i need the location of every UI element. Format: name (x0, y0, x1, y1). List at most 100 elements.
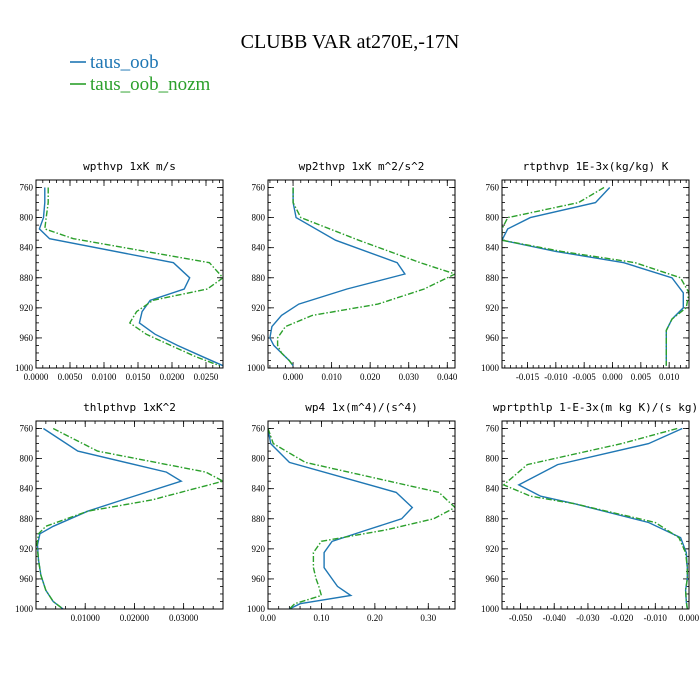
y-tick-label: 1000 (481, 363, 500, 373)
x-tick-label: 0.0250 (194, 372, 219, 382)
panel-title: wpthvp 1xK m/s (83, 160, 176, 173)
x-tick-label: -0.010 (644, 613, 668, 623)
series-line-taus-oob (36, 427, 183, 609)
series-line-taus-oob (502, 187, 684, 366)
series-line-taus-oob (268, 428, 414, 609)
y-tick-label: 840 (486, 484, 500, 494)
x-tick-label: 0.20 (367, 613, 383, 623)
x-tick-label: 0.0200 (160, 372, 185, 382)
x-tick-label: 0.000 (283, 372, 304, 382)
y-tick-label: 880 (20, 273, 34, 283)
y-tick-label: 880 (252, 273, 266, 283)
x-tick-label: 0.10 (314, 613, 330, 623)
legend-label-taus-oob-nozm: taus_oob_nozm (90, 74, 211, 95)
x-tick-label: -0.030 (576, 613, 600, 623)
y-tick-label: 840 (20, 243, 34, 253)
y-tick-label: 880 (486, 273, 500, 283)
y-tick-label: 1000 (481, 604, 500, 614)
y-tick-label: 1000 (15, 604, 34, 614)
x-tick-label: 0.02000 (120, 613, 150, 623)
x-tick-label: -0.005 (573, 372, 597, 382)
x-tick-label: -0.015 (516, 372, 540, 382)
y-tick-label: 960 (252, 333, 266, 343)
panel-title: thlpthvp 1xK^2 (83, 401, 176, 414)
y-tick-label: 760 (20, 183, 34, 193)
x-tick-label: 0.0100 (92, 372, 117, 382)
y-tick-label: 800 (252, 213, 266, 223)
plot-frame (267, 179, 456, 369)
y-tick-label: 920 (20, 544, 34, 554)
x-tick-label: 0.010 (321, 372, 342, 382)
series-line-taus-oob-nozm (276, 187, 455, 367)
x-tick-label: 0.010 (659, 372, 680, 382)
y-tick-label: 800 (486, 454, 500, 464)
y-tick-label: 1000 (15, 363, 34, 373)
x-tick-label: 0.0000 (24, 372, 49, 382)
series-line-taus-oob-nozm (44, 187, 223, 367)
y-tick-label: 760 (252, 183, 266, 193)
y-tick-label: 880 (252, 514, 266, 524)
x-tick-label: 0.020 (360, 372, 381, 382)
panel-6: wprtpthlp 1-E-3x(m kg K)/(s kg) 760 800 840… (481, 401, 700, 623)
y-tick-label: 880 (486, 514, 500, 524)
x-tick-label: -0.050 (509, 613, 533, 623)
y-tick-label: 760 (486, 183, 500, 193)
panel-4: thlpthvp 1xK^2 760 800 840 880 920 960 1000 0.01… (15, 401, 224, 623)
legend-entry-taus-oob: taus_oob (70, 52, 159, 73)
panel-title: wp4 1x(m^4)/(s^4) (305, 401, 418, 414)
y-tick-label: 800 (252, 454, 266, 464)
x-tick-label: 0.30 (420, 613, 436, 623)
legend: taus_oob taus_oob_nozm (70, 52, 211, 95)
figure-title: CLUBB VAR at270E,-17N (241, 31, 460, 53)
y-tick-label: 960 (252, 574, 266, 584)
series-line-taus-oob-nozm (36, 427, 223, 609)
x-tick-label: 0.005 (631, 372, 652, 382)
series-line-taus-oob (269, 187, 407, 367)
y-tick-label: 960 (486, 333, 500, 343)
plot-frame (501, 179, 690, 369)
panel-5: wp4 1x(m^4)/(s^4)76080084088092096010000… (247, 401, 456, 623)
x-tick-label: 0.000 (602, 372, 623, 382)
y-tick-label: 840 (252, 484, 266, 494)
y-tick-label: 920 (20, 303, 34, 313)
series-line-taus-oob-nozm (268, 428, 455, 609)
y-tick-label: 880 (20, 514, 34, 524)
y-tick-label: 960 (20, 333, 34, 343)
plot-frame (35, 179, 224, 369)
panel-title: rtpthvp 1E-3x(kg/kg) K (523, 160, 669, 173)
x-tick-label: 0.040 (437, 372, 458, 382)
legend-entry-taus-oob-nozm: taus_oob_nozm (70, 74, 211, 95)
legend-label-taus-oob: taus_oob (90, 52, 159, 73)
y-tick-label: 760 (252, 424, 266, 434)
series-line-taus-oob-nozm (502, 186, 689, 366)
panels: wpthvp 1xK m/s76080084088092096010000.00… (15, 160, 700, 623)
y-tick-label: 800 (20, 213, 34, 223)
panel-title: wp2thvp 1xK m^2/s^2 (299, 160, 425, 173)
y-tick-label: 840 (252, 243, 266, 253)
panel-2: wp2thvp 1xK m^2/s^2 760 800 840 880 920 960 100… (247, 160, 458, 382)
x-tick-label: 0.00 (260, 613, 276, 623)
series-line-taus-oob (517, 427, 688, 609)
y-tick-label: 960 (486, 574, 500, 584)
x-tick-label: -0.020 (610, 613, 634, 623)
x-tick-label: 0.0050 (58, 372, 83, 382)
y-tick-label: 840 (486, 243, 500, 253)
series-line-taus-oob (38, 187, 223, 367)
panel-1: wpthvp 1xK m/s76080084088092096010000.00… (15, 160, 224, 382)
y-tick-label: 920 (486, 303, 500, 313)
x-tick-label: 0.01000 (71, 613, 101, 623)
panel-3: rtpthvp 1E-3x(kg/kg) K 760 800 840 880 920 960… (481, 160, 690, 382)
y-tick-label: 920 (252, 303, 266, 313)
y-tick-label: 1000 (247, 363, 266, 373)
plot-frame (501, 420, 690, 610)
x-tick-label: 0.030 (399, 372, 420, 382)
plot-frame (267, 420, 456, 610)
x-tick-label: -0.010 (544, 372, 568, 382)
x-tick-label: 0.0150 (126, 372, 151, 382)
series-line-taus-oob-nozm (502, 427, 688, 609)
y-tick-label: 800 (20, 454, 34, 464)
y-tick-label: 1000 (247, 604, 266, 614)
y-tick-label: 920 (486, 544, 500, 554)
y-tick-label: 960 (20, 574, 34, 584)
